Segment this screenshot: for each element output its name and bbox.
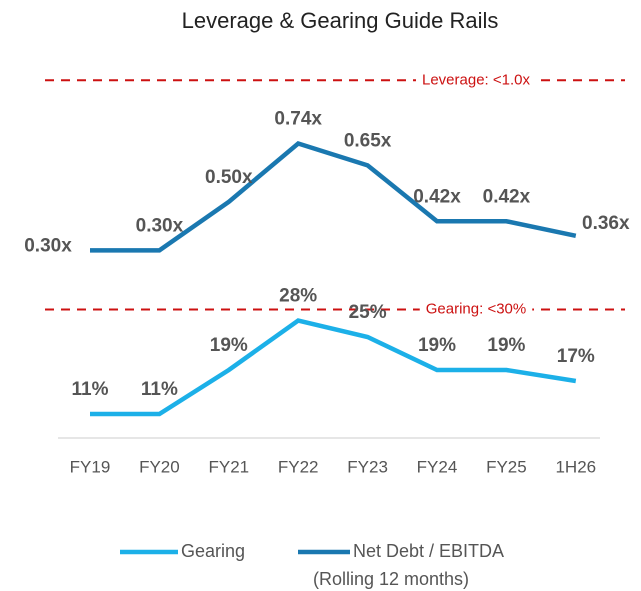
value-label: 0.65x bbox=[344, 130, 392, 151]
chart-title: Leverage & Gearing Guide Rails bbox=[182, 8, 499, 33]
line bbox=[90, 318, 577, 417]
reference-label: Leverage: <1.0x bbox=[422, 71, 530, 88]
value-label: 19% bbox=[487, 335, 525, 356]
x-tick-label: FY25 bbox=[486, 457, 527, 476]
value-label: 11% bbox=[72, 379, 109, 400]
x-tick-label: FY22 bbox=[278, 457, 319, 476]
value-label: 0.30x bbox=[136, 215, 184, 236]
x-tick-label: FY20 bbox=[139, 457, 180, 476]
value-label: 0.42x bbox=[483, 186, 531, 207]
value-label: 0.42x bbox=[413, 186, 461, 207]
value-label: 0.50x bbox=[205, 167, 253, 188]
value-label: 28% bbox=[279, 286, 317, 307]
value-label: 19% bbox=[210, 335, 248, 356]
x-tick-label: FY21 bbox=[208, 457, 249, 476]
value-label: 19% bbox=[418, 335, 456, 356]
value-label: 0.36x bbox=[582, 213, 630, 234]
legend-note: (Rolling 12 months) bbox=[313, 569, 469, 589]
reference-label-bg bbox=[419, 300, 533, 318]
x-tick-label: FY23 bbox=[347, 457, 388, 476]
value-label: 25% bbox=[349, 302, 387, 323]
value-label: 0.30x bbox=[24, 235, 72, 256]
x-tick-label: FY24 bbox=[417, 457, 458, 476]
x-tick-label: FY19 bbox=[70, 457, 111, 476]
reference-label-bg bbox=[416, 71, 537, 89]
legend-label: Gearing bbox=[181, 541, 245, 561]
line bbox=[90, 140, 577, 253]
legend-label: Net Debt / EBITDA bbox=[353, 541, 504, 561]
reference-label: Gearing: <30% bbox=[426, 300, 526, 317]
value-label: 0.74x bbox=[274, 108, 322, 129]
value-label: 17% bbox=[557, 346, 595, 367]
x-tick-label: 1H26 bbox=[555, 457, 596, 476]
value-label: 11% bbox=[141, 379, 178, 400]
